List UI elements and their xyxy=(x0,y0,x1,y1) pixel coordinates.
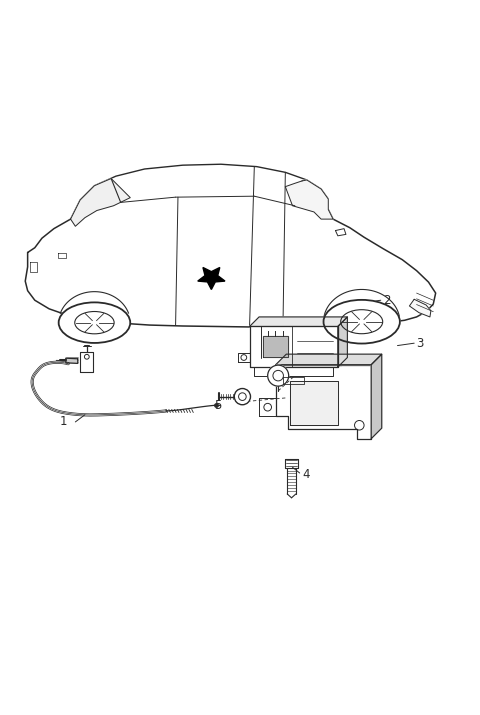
Circle shape xyxy=(234,388,251,405)
Polygon shape xyxy=(336,229,346,236)
Polygon shape xyxy=(254,367,333,375)
Polygon shape xyxy=(198,267,225,290)
Polygon shape xyxy=(66,358,78,363)
Polygon shape xyxy=(338,317,348,367)
Ellipse shape xyxy=(59,302,130,343)
Text: 4: 4 xyxy=(302,468,310,481)
Circle shape xyxy=(268,365,288,386)
Polygon shape xyxy=(250,327,338,367)
Text: 2: 2 xyxy=(383,294,391,307)
Polygon shape xyxy=(409,300,431,317)
Polygon shape xyxy=(285,180,333,219)
Polygon shape xyxy=(263,336,288,357)
Polygon shape xyxy=(238,352,250,363)
Polygon shape xyxy=(25,196,436,327)
Polygon shape xyxy=(80,352,94,372)
Text: 5: 5 xyxy=(214,399,221,412)
Ellipse shape xyxy=(324,300,400,343)
Polygon shape xyxy=(250,317,348,327)
Text: 3: 3 xyxy=(417,337,424,350)
Polygon shape xyxy=(290,381,338,425)
Polygon shape xyxy=(276,365,371,438)
Polygon shape xyxy=(371,354,382,438)
Polygon shape xyxy=(71,164,333,219)
Text: 1: 1 xyxy=(60,415,67,428)
Polygon shape xyxy=(276,354,382,365)
Polygon shape xyxy=(71,179,130,226)
Polygon shape xyxy=(259,398,276,416)
